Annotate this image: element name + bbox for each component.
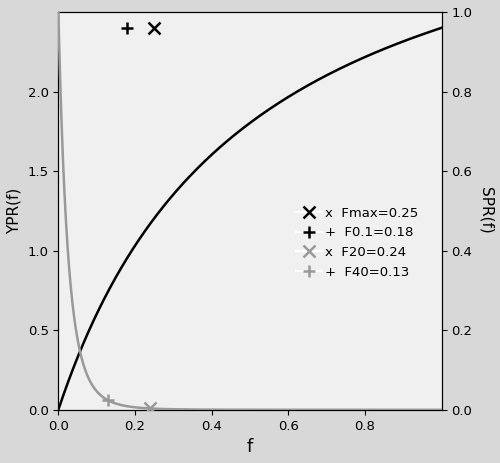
Legend: x  Fmax=0.25, +  F0.1=0.18, x  F20=0.24, +  F40=0.13: x Fmax=0.25, + F0.1=0.18, x F20=0.24, + … [290, 201, 424, 284]
X-axis label: f: f [247, 438, 253, 456]
Y-axis label: YPR(f): YPR(f) [7, 188, 22, 234]
Y-axis label: SPR(f): SPR(f) [478, 188, 493, 234]
